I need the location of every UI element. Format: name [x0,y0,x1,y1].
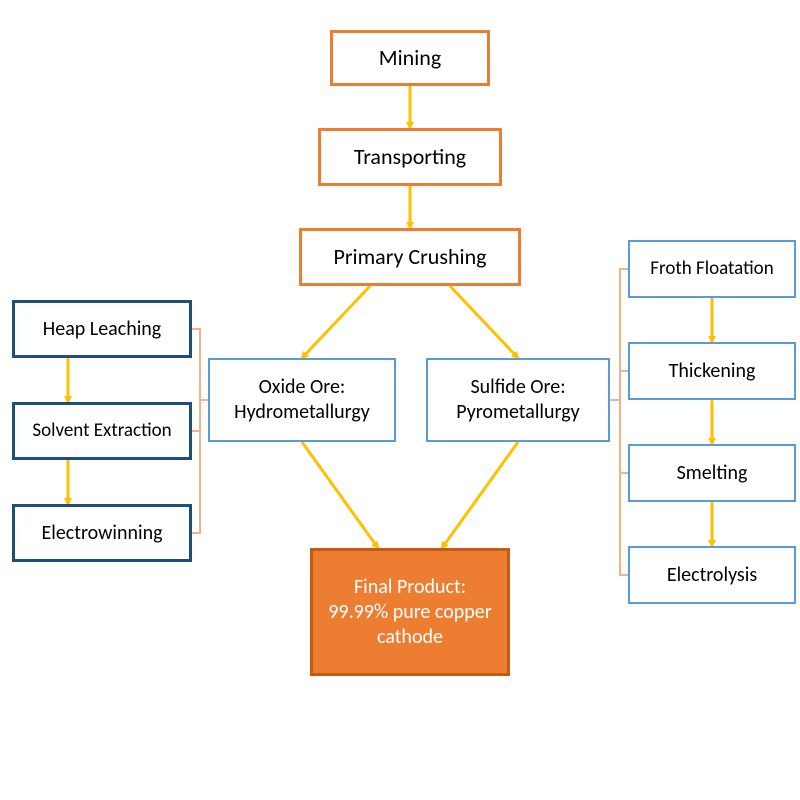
node-oxide-label: Oxide Ore: Hydrometallurgy [234,375,370,425]
bracket-right-trunk [620,269,628,575]
node-crushing: Primary Crushing [299,228,521,286]
node-froth-label: Froth Floatation [650,257,773,281]
node-electrolysis: Electrolysis [628,546,796,604]
bracket-left-trunk [192,329,200,533]
connectors-layer [0,0,800,800]
node-transporting-label: Transporting [354,143,466,171]
node-electrolysis-label: Electrolysis [667,563,757,588]
arrow-3 [450,286,518,358]
node-mining: Mining [330,30,490,86]
node-transporting: Transporting [318,128,502,186]
node-final-label: Final Product: 99.99% pure copper cathod… [321,575,499,650]
node-sulfide-label: Sulfide Ore: Pyrometallurgy [456,375,579,425]
arrow-5 [442,442,518,548]
node-heap-label: Heap Leaching [43,317,161,342]
node-electrowin: Electrowinning [12,504,192,562]
node-oxide: Oxide Ore: Hydrometallurgy [208,358,396,442]
node-solvent-label: Solvent Extraction [32,419,171,443]
node-smelting: Smelting [628,444,796,502]
node-mining-label: Mining [379,44,441,72]
arrow-2 [302,286,370,358]
arrow-4 [302,442,378,548]
node-thickening: Thickening [628,342,796,400]
node-crushing-label: Primary Crushing [334,243,487,271]
node-sulfide: Sulfide Ore: Pyrometallurgy [426,358,610,442]
node-thickening-label: Thickening [669,359,756,384]
node-smelting-label: Smelting [677,461,748,486]
node-froth: Froth Floatation [628,240,796,298]
node-final: Final Product: 99.99% pure copper cathod… [310,548,510,676]
node-solvent: Solvent Extraction [12,402,192,460]
node-heap: Heap Leaching [12,300,192,358]
node-electrowin-label: Electrowinning [42,521,163,546]
